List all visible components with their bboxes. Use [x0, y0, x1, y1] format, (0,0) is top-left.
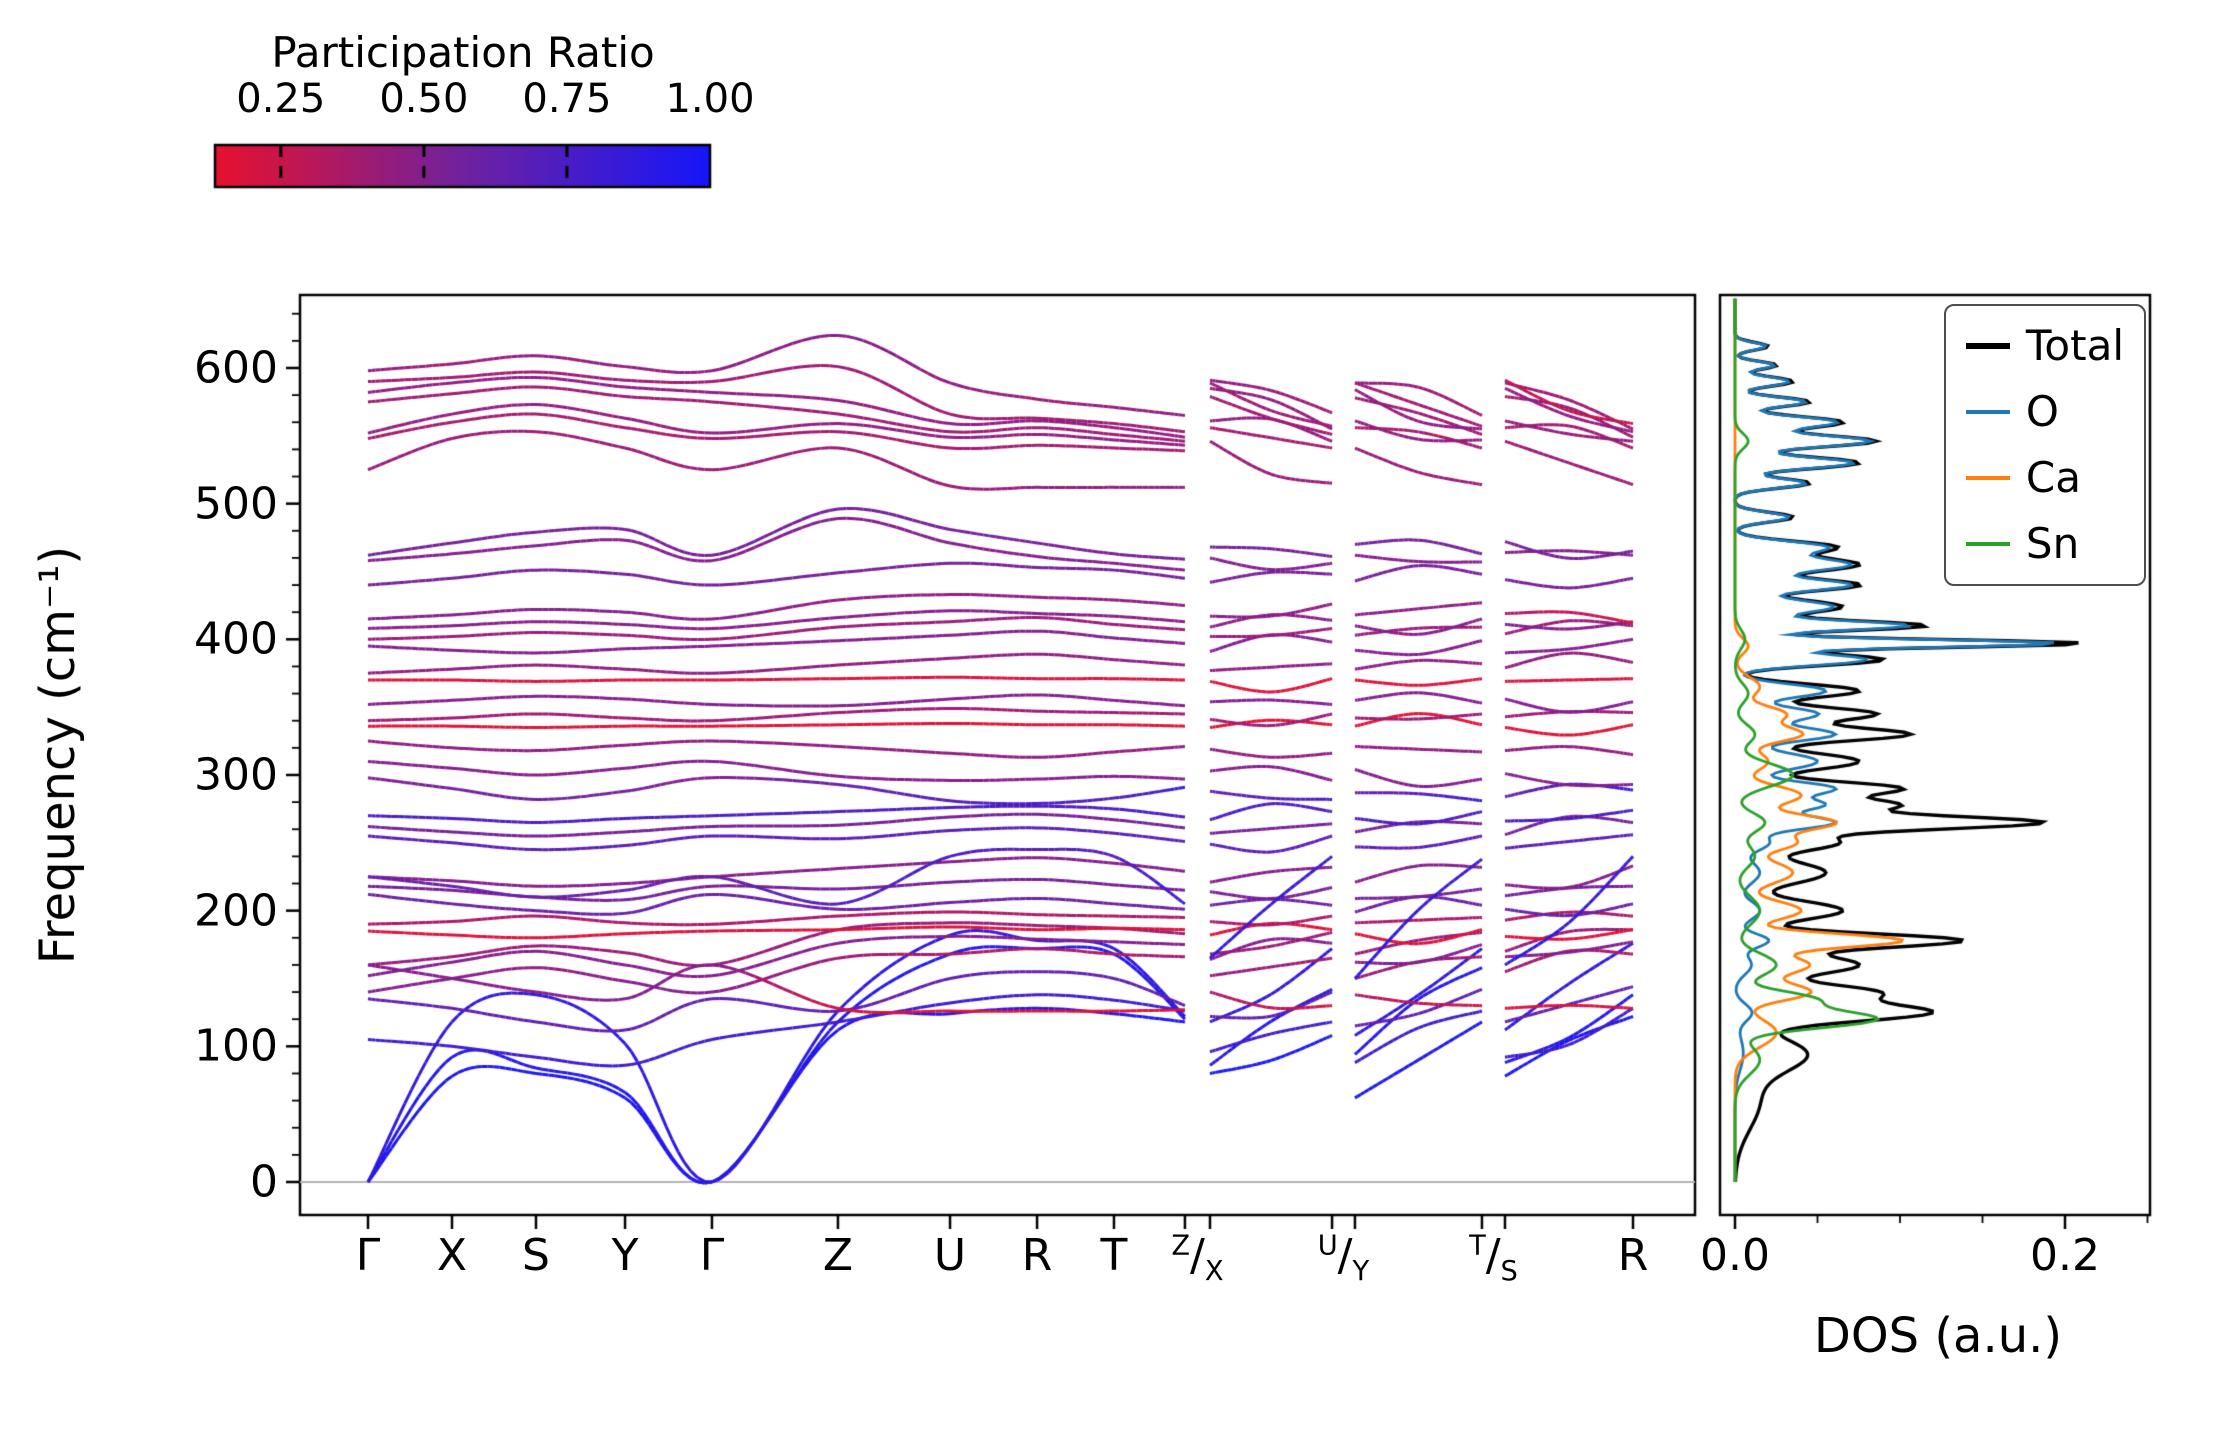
legend-label: Ca: [2025, 453, 2081, 502]
k-point-label: Z: [822, 1230, 854, 1281]
k-point-label: U: [933, 1230, 967, 1281]
dos-x-axis-label: DOS (a.u.): [1813, 1308, 2063, 1364]
dos-legend: Total O Ca Sn: [1943, 304, 2146, 586]
legend-swatch: [1965, 476, 2010, 480]
y-tick-label: 600: [194, 342, 278, 394]
k-point-label: X: [436, 1230, 468, 1281]
legend-swatch: [1965, 410, 2010, 414]
colorbar-title: Participation Ratio: [271, 28, 655, 77]
y-axis-label: Frequency (cm⁻¹): [30, 545, 86, 965]
k-point-label: Y: [611, 1230, 639, 1281]
k-point-label: T: [1100, 1230, 1128, 1281]
legend-item-total: Total: [1965, 320, 2124, 372]
dos-tick-label: 0.0: [1700, 1230, 1770, 1281]
y-tick-label: 0: [250, 1156, 278, 1208]
legend-swatch: [1965, 542, 2010, 546]
y-tick-label: 400: [194, 613, 278, 665]
y-tick-label: 500: [194, 478, 278, 530]
legend-label: O: [2025, 387, 2059, 436]
k-point-label: Z/X: [1171, 1230, 1224, 1287]
y-tick-label: 100: [194, 1020, 278, 1072]
k-point-label: T/S: [1469, 1230, 1518, 1287]
k-point-label: S: [522, 1230, 550, 1281]
dos-tick-label: 0.2: [2030, 1230, 2100, 1281]
colorbar-tick-label: 1.00: [665, 76, 755, 122]
colorbar-tick-label: 0.50: [379, 76, 469, 122]
legend-label: Sn: [2025, 519, 2080, 568]
colorbar-tick-label: 0.25: [236, 76, 326, 122]
legend-item-ca: Ca: [1965, 452, 2124, 504]
colorbar-tick-label: 0.75: [522, 76, 612, 122]
k-point-label: Γ: [355, 1230, 381, 1281]
k-point-label: R: [1021, 1230, 1053, 1281]
k-point-label: Γ: [699, 1230, 725, 1281]
legend-swatch: [1965, 343, 2010, 349]
y-tick-label: 300: [194, 749, 278, 801]
k-point-label: R: [1617, 1230, 1649, 1281]
legend-item-o: O: [1965, 386, 2124, 438]
y-tick-label: 200: [194, 885, 278, 937]
legend-item-sn: Sn: [1965, 518, 2124, 570]
k-point-label: U/Y: [1317, 1230, 1370, 1287]
legend-label: Total: [2025, 321, 2124, 370]
